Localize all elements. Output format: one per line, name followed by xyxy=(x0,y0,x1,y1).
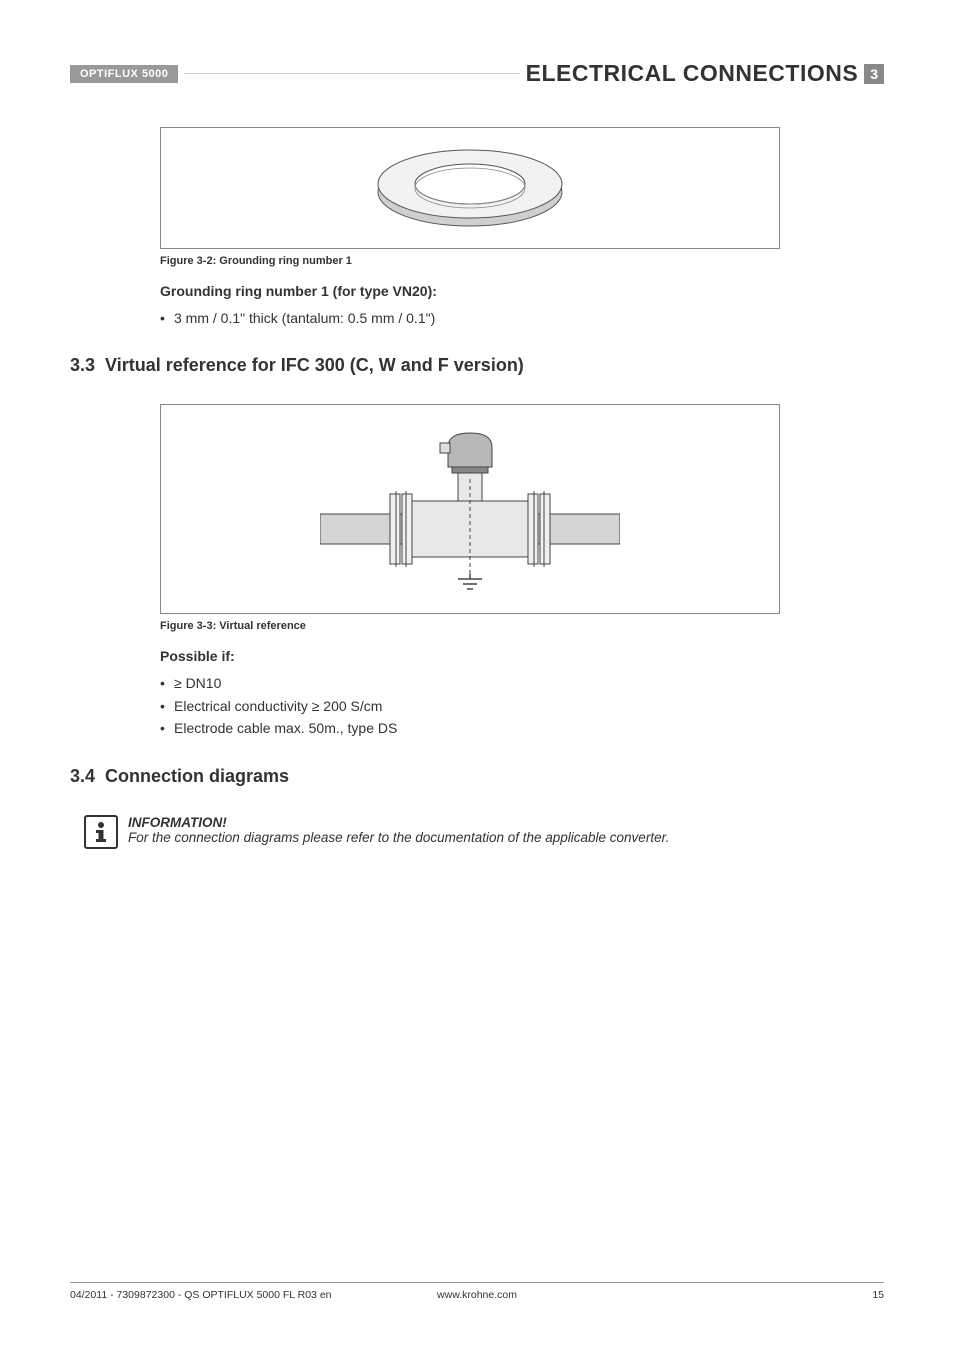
section-title: Connection diagrams xyxy=(105,766,289,786)
chapter-badge: 3 xyxy=(864,64,884,84)
information-note: INFORMATION! For the connection diagrams… xyxy=(84,815,884,849)
grounding-ring-heading: Grounding ring number 1 (for type VN20): xyxy=(160,283,884,299)
footer-right: 15 xyxy=(872,1289,884,1301)
virtual-reference-svg xyxy=(320,419,620,599)
figure-virtual-reference xyxy=(160,404,780,614)
possible-if-heading: Possible if: xyxy=(160,648,884,664)
bullet-item: ≥ DN10 xyxy=(160,672,884,694)
info-body: For the connection diagrams please refer… xyxy=(128,830,669,845)
bullet-item: Electrical conductivity ≥ 200 S/cm xyxy=(160,695,884,717)
info-icon xyxy=(84,815,118,849)
bullet-item: Electrode cable max. 50m., type DS xyxy=(160,717,884,739)
footer-left: 04/2011 - 7309872300 - QS OPTIFLUX 5000 … xyxy=(70,1289,332,1301)
figure-grounding-ring xyxy=(160,127,780,249)
grounding-ring-svg xyxy=(360,142,580,234)
figure-caption-3-2: Figure 3-2: Grounding ring number 1 xyxy=(160,255,884,267)
section-3-3-heading: 3.3 Virtual reference for IFC 300 (C, W a… xyxy=(70,355,884,376)
grounding-ring-bullets: 3 mm / 0.1" thick (tantalum: 0.5 mm / 0.… xyxy=(160,307,884,329)
info-text: INFORMATION! For the connection diagrams… xyxy=(128,815,669,845)
section-3-4-heading: 3.4 Connection diagrams xyxy=(70,766,884,787)
section-title: Virtual reference for IFC 300 (C, W and … xyxy=(105,355,524,375)
section-number: 3.3 xyxy=(70,355,95,375)
figure-caption-3-3: Figure 3-3: Virtual reference xyxy=(160,620,884,632)
section-number: 3.4 xyxy=(70,766,95,786)
product-tag: OPTIFLUX 5000 xyxy=(70,65,178,83)
page-header: OPTIFLUX 5000 ELECTRICAL CONNECTIONS 3 xyxy=(70,60,884,87)
page-title: ELECTRICAL CONNECTIONS xyxy=(526,60,859,87)
footer-center: www.krohne.com xyxy=(437,1289,517,1301)
info-title: INFORMATION! xyxy=(128,815,669,830)
page-footer: 04/2011 - 7309872300 - QS OPTIFLUX 5000 … xyxy=(70,1282,884,1301)
bullet-item: 3 mm / 0.1" thick (tantalum: 0.5 mm / 0.… xyxy=(160,307,884,329)
header-divider xyxy=(184,73,519,74)
possible-if-bullets: ≥ DN10 Electrical conductivity ≥ 200 S/c… xyxy=(160,672,884,739)
